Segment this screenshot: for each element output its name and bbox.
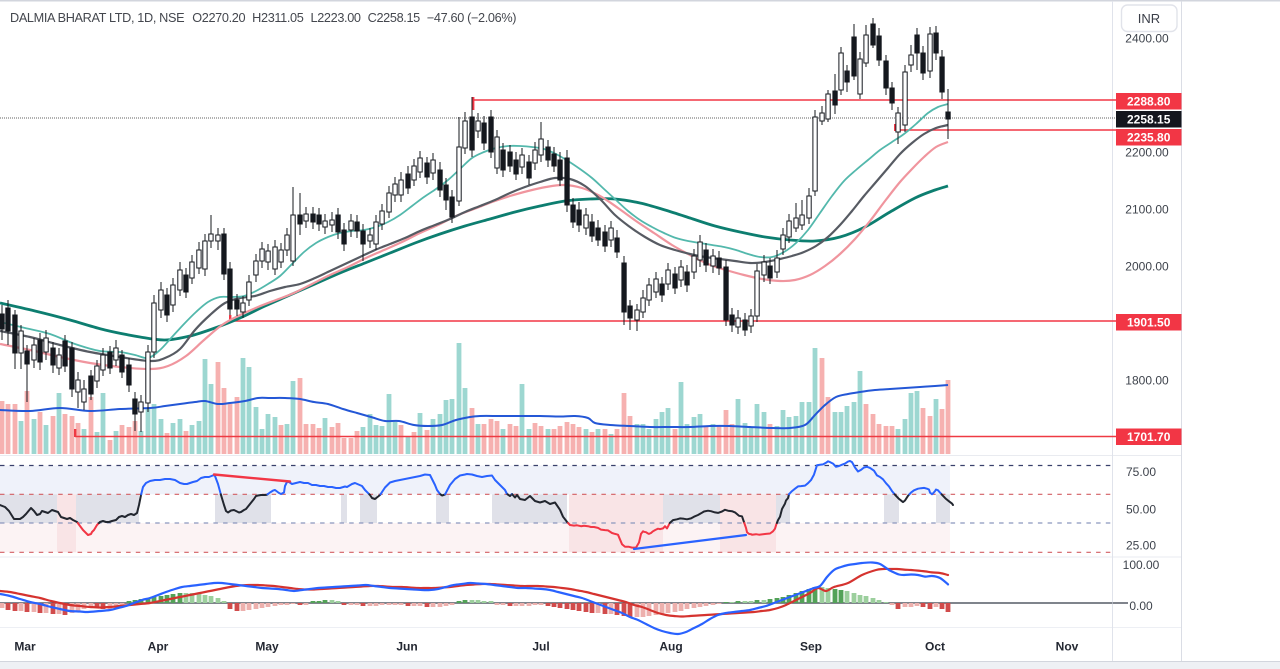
svg-text:2288.80: 2288.80 [1127,94,1171,108]
svg-text:Nov: Nov [1056,640,1079,654]
svg-text:2258.15: 2258.15 [1127,112,1171,126]
svg-text:Jul: Jul [532,640,549,654]
svg-text:100.00: 100.00 [1123,558,1160,572]
svg-text:2100.00: 2100.00 [1125,203,1169,217]
svg-text:1701.70: 1701.70 [1127,430,1171,444]
svg-text:25.00: 25.00 [1126,539,1156,553]
svg-text:Aug: Aug [659,640,682,654]
svg-text:Sep: Sep [800,640,822,654]
svg-text:1901.50: 1901.50 [1127,315,1171,329]
svg-text:Oct: Oct [925,640,945,654]
svg-text:75.00: 75.00 [1126,465,1156,479]
svg-text:Apr: Apr [148,640,169,654]
svg-text:2200.00: 2200.00 [1125,146,1169,160]
svg-text:0.00: 0.00 [1129,599,1153,613]
svg-text:50.00: 50.00 [1126,503,1156,517]
svg-text:2235.80: 2235.80 [1127,130,1171,144]
svg-text:2000.00: 2000.00 [1125,260,1169,274]
svg-text:2400.00: 2400.00 [1125,32,1169,46]
svg-text:Mar: Mar [14,640,36,654]
svg-text:Jun: Jun [396,640,417,654]
svg-text:INR: INR [1138,11,1160,26]
svg-text:May: May [255,640,279,654]
svg-text:1800.00: 1800.00 [1125,374,1169,388]
